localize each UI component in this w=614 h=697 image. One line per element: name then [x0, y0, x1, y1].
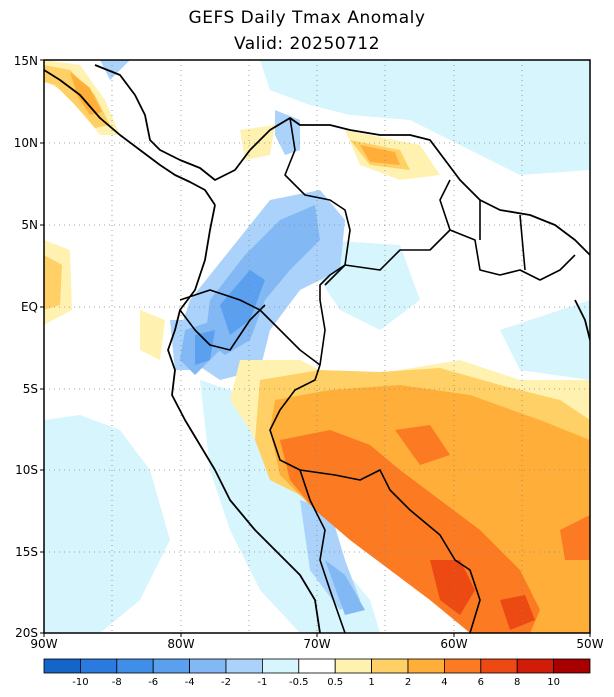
lat-label: 15N: [14, 54, 38, 68]
colorbar-swatch: [298, 658, 336, 674]
coastlines: [44, 64, 590, 633]
lon-label: 90W: [30, 637, 57, 651]
colorbar-label: -4: [185, 677, 195, 688]
colorbar-swatch: [152, 658, 190, 674]
colorbar-label: -1: [257, 677, 267, 688]
colorbar: -10 -8 -6 -4 -2 -1 -0.5 0.5 1 2 4 6 8 10: [43, 658, 591, 688]
colorbar-swatch: [480, 658, 518, 674]
colorbar-label: -6: [148, 677, 158, 688]
colorbar-label: 2: [405, 677, 411, 688]
lat-label: 10S: [15, 463, 38, 477]
colorbar-label: 10: [547, 677, 560, 688]
colorbar-swatch: [189, 658, 227, 674]
colorbar-swatch: [116, 658, 154, 674]
colorbar-swatch: [516, 658, 555, 674]
colorbar-label: 4: [441, 677, 447, 688]
lon-label: 50W: [576, 637, 603, 651]
lat-axis: 15N 10N 5N EQ 5S 10S 15S 20S: [14, 54, 44, 640]
colorbar-label: 8: [514, 677, 520, 688]
colorbar-swatch: [371, 658, 409, 674]
anomaly-shading: [44, 60, 590, 633]
lat-label: 15S: [15, 545, 38, 559]
colorbar-swatch: [443, 658, 482, 674]
colorbar-label: -10: [72, 677, 88, 688]
colorbar-label: 6: [478, 677, 484, 688]
colorbar-swatch: [43, 658, 81, 674]
colorbar-swatch: [261, 658, 300, 674]
colorbar-swatch: [334, 658, 373, 674]
lat-label: 5N: [21, 218, 38, 232]
lat-label: EQ: [21, 300, 38, 314]
colorbar-label: -0.5: [289, 677, 309, 688]
colorbar-label: 1: [368, 677, 374, 688]
colorbar-label: 0.5: [327, 677, 343, 688]
colorbar-swatch: [225, 658, 263, 674]
colorbar-swatch: [553, 658, 591, 674]
lon-label: 60W: [440, 637, 467, 651]
grid-lines: [44, 60, 590, 633]
colorbar-swatch: [80, 658, 118, 674]
country-borders: [179, 117, 576, 633]
lon-label: 80W: [167, 637, 194, 651]
lat-label: 5S: [23, 382, 38, 396]
colorbar-label: -2: [221, 677, 231, 688]
lat-label: 20S: [15, 626, 38, 640]
colorbar-swatch: [407, 658, 445, 674]
lon-label: 70W: [303, 637, 330, 651]
map-subtitle: Valid: 20250712: [233, 34, 381, 54]
colorbar-label: -8: [112, 677, 122, 688]
lon-axis: 90W 80W 70W 60W 50W: [30, 633, 604, 651]
lat-label: 10N: [14, 136, 38, 150]
map-title: GEFS Daily Tmax Anomaly: [188, 8, 426, 28]
